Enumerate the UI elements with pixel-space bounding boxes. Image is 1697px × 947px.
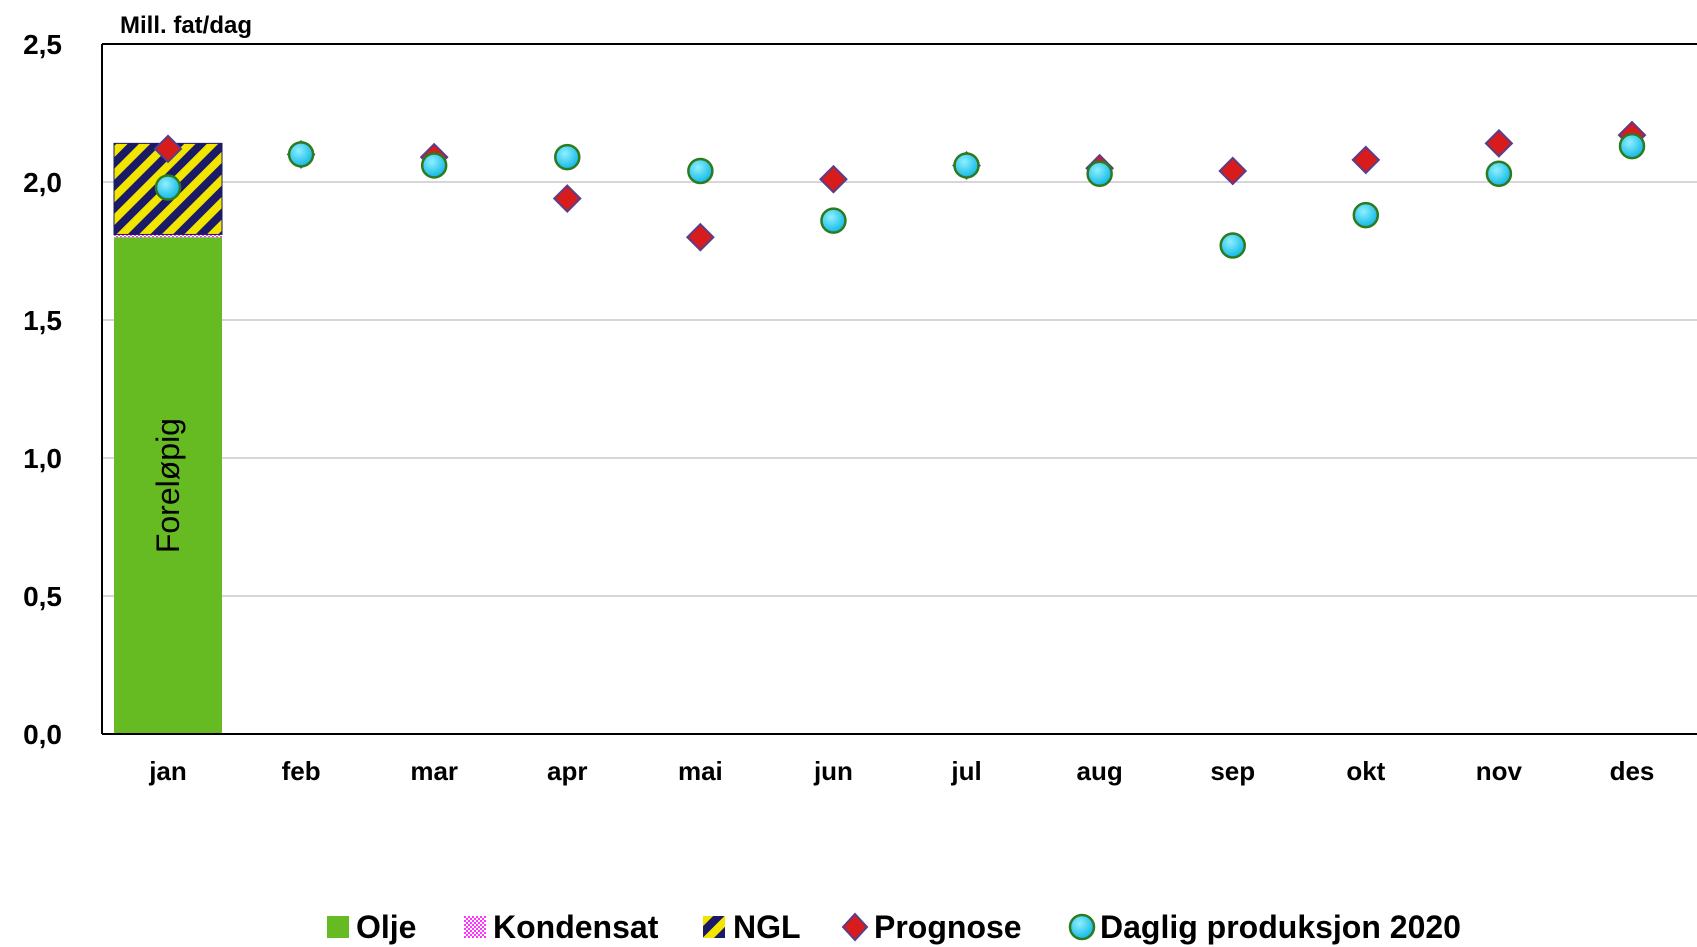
legend-item-daglig-produksjon: Daglig produksjon 2020	[1068, 909, 1461, 945]
prognose-marker	[819, 164, 848, 194]
y-tick-label: 1,5	[23, 305, 62, 336]
stacked-bars	[113, 142, 223, 734]
legend-item-prognose: Prognose	[841, 909, 1022, 945]
y-tick-label: 2,0	[23, 167, 62, 198]
y-axis-title: Mill. fat/dag	[120, 12, 252, 39]
prognose-marker	[552, 184, 582, 213]
x-tick-label: sep	[1210, 756, 1255, 786]
y-tick-label: 0,5	[23, 581, 62, 612]
produksjon-marker	[420, 152, 448, 179]
x-tick-label: jul	[950, 756, 981, 786]
x-tick-label: des	[1610, 756, 1655, 786]
x-tick-label: jun	[813, 756, 853, 786]
legend-marker-prognose	[841, 912, 869, 942]
y-tick-label: 0,0	[23, 719, 62, 750]
prognose-marker	[1484, 128, 1514, 158]
prognose-marker	[153, 134, 183, 164]
x-tick-label: nov	[1476, 756, 1523, 786]
produksjon-marker	[953, 152, 980, 179]
axes	[101, 43, 1697, 735]
legend-label-kondensat: Kondensat	[493, 909, 659, 945]
legend-swatch-olje	[327, 916, 349, 938]
x-tick-label: apr	[547, 756, 587, 786]
prognose-marker	[1218, 156, 1248, 186]
produksjon-marker	[1352, 201, 1380, 229]
legend: Olje Kondensat NGL Prognose Daglig produ…	[327, 909, 1461, 945]
legend-item-kondensat: Kondensat	[464, 909, 659, 945]
prognose-marker	[685, 222, 715, 252]
marker-series	[153, 120, 1647, 259]
y-tick-label: 1,0	[23, 443, 62, 474]
x-tick-label: aug	[1077, 756, 1123, 786]
produksjon-marker	[1618, 132, 1646, 160]
legend-label-daglig-produksjon: Daglig produksjon 2020	[1100, 909, 1461, 945]
produksjon-marker	[287, 141, 315, 168]
legend-label-ngl: NGL	[733, 909, 801, 945]
x-tick-label: mar	[410, 756, 458, 786]
produksjon-marker	[687, 157, 714, 185]
produksjon-marker	[820, 207, 847, 234]
y-tick-label: 2,5	[23, 29, 62, 60]
x-tick-labels: jan feb mar apr mai jun jul aug sep okt nov des	[148, 756, 1654, 786]
legend-item-olje: Olje	[327, 909, 416, 945]
prognose-marker	[1351, 145, 1381, 175]
legend-swatch-kondensat	[464, 916, 486, 938]
legend-swatch-ngl	[703, 916, 725, 938]
y-tick-labels: 0,0 0,5 1,0 1,5 2,0 2,5	[23, 29, 62, 750]
legend-label-olje: Olje	[356, 909, 416, 945]
legend-label-prognose: Prognose	[874, 909, 1022, 945]
bar-segment-olje	[114, 237, 222, 734]
legend-marker-daglig-produksjon	[1068, 913, 1096, 941]
bar-annotation: Foreløpig	[150, 418, 186, 553]
x-tick-label: jan	[148, 756, 187, 786]
gridlines	[102, 181, 1697, 597]
x-tick-label: mai	[678, 756, 723, 786]
x-tick-label: okt	[1346, 756, 1385, 786]
produksjon-marker	[1219, 232, 1246, 259]
produksjon-marker	[154, 174, 182, 201]
x-tick-label: feb	[282, 756, 321, 786]
produksjon-marker	[1086, 160, 1113, 187]
legend-item-ngl: NGL	[703, 909, 801, 945]
produksjon-marker	[554, 143, 581, 171]
produksjon-marker	[1485, 160, 1513, 187]
bar-segment-kondensat	[114, 234, 222, 238]
